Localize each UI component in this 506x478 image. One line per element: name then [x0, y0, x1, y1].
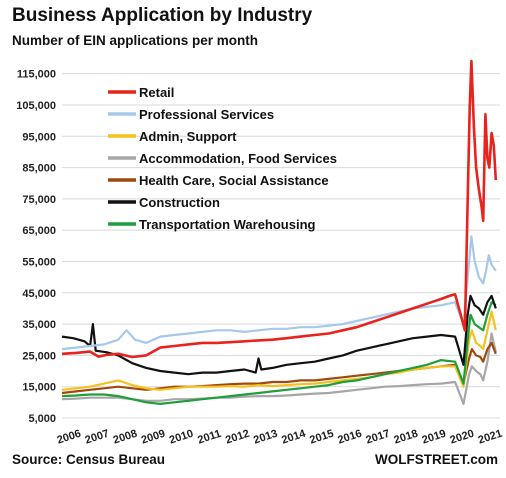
series-line-professional-services	[61, 235, 497, 351]
y-tick-label: 85,000	[22, 163, 56, 175]
series-line-retail	[61, 59, 498, 359]
y-tick-label: 115,000	[17, 69, 56, 81]
brand-label: WOLFSTREET.com	[374, 452, 498, 467]
legend: Retail Professional Services Admin, Suppor…	[108, 85, 337, 232]
y-tick-label: 5,000	[28, 413, 56, 425]
legend-label: Retail	[139, 85, 174, 100]
x-tick-label: 2021	[477, 428, 504, 447]
legend-label: Professional Services	[139, 107, 274, 122]
x-tick-label: 2019	[421, 428, 448, 447]
series-line-construction	[61, 294, 497, 376]
x-tick-label: 2009	[140, 428, 167, 447]
x-axis-ticks: 2006 2007 2008 2009 2010 2011 2012 2013 2014 2015…	[56, 427, 504, 446]
chart-subtitle: Number of EIN applications per month	[12, 33, 259, 48]
y-tick-label: 55,000	[22, 256, 56, 268]
x-tick-label: 2007	[84, 428, 111, 447]
x-tick-label: 2008	[112, 428, 139, 447]
x-tick-label: 2013	[252, 428, 279, 447]
y-tick-label: 25,000	[22, 350, 56, 362]
x-tick-label: 2014	[280, 427, 308, 446]
series-line-transportation-warehousing	[61, 301, 497, 405]
legend-label: Accommodation, Food Services	[139, 151, 337, 166]
source-note: Source: Census Bureau	[12, 452, 166, 467]
x-tick-label: 2016	[336, 428, 363, 447]
y-tick-label: 75,000	[22, 194, 56, 206]
y-tick-label: 95,000	[22, 131, 56, 143]
y-tick-label: 45,000	[22, 288, 56, 300]
legend-label: Admin, Support	[139, 129, 237, 144]
x-tick-label: 2018	[392, 428, 419, 447]
x-tick-label: 2012	[224, 428, 251, 447]
x-tick-label: 2020	[449, 428, 476, 447]
x-tick-label: 2011	[196, 428, 222, 447]
y-tick-label: 15,000	[22, 382, 56, 394]
y-axis-ticks: 115,000 105,000 95,000 85,000 75,000 65,000 55…	[16, 69, 56, 425]
legend-label: Health Care, Social Assistance	[139, 173, 329, 188]
series-lines	[61, 59, 498, 405]
series-line-admin-support	[61, 310, 497, 391]
y-tick-label: 105,000	[16, 100, 56, 112]
x-tick-label: 2015	[308, 428, 335, 447]
x-tick-label: 2006	[56, 428, 83, 447]
y-tick-label: 35,000	[22, 319, 56, 331]
series-line-accommodation-food-services	[61, 332, 497, 405]
x-tick-label: 2017	[364, 428, 391, 447]
x-tick-label: 2010	[168, 428, 195, 447]
legend-label: Transportation Warehousing	[139, 217, 316, 232]
legend-label: Construction	[139, 195, 220, 210]
y-tick-label: 65,000	[22, 225, 56, 237]
chart-title: Business Application by Industry	[12, 5, 313, 26]
